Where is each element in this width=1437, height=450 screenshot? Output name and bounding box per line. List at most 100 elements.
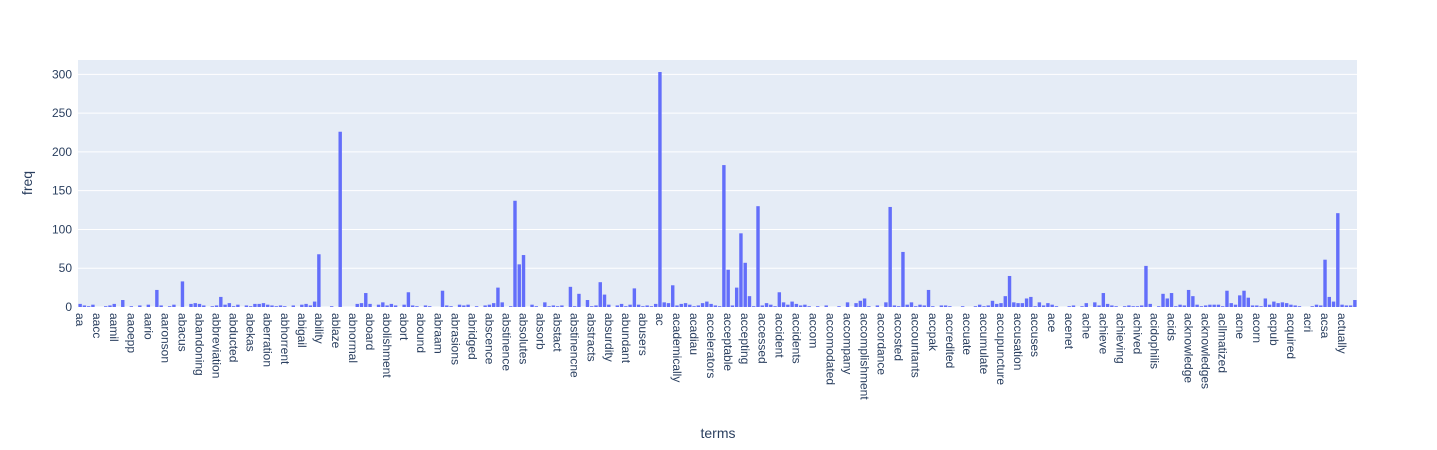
y-tick-label: 300 <box>52 67 72 81</box>
bar <box>1020 303 1025 307</box>
bar <box>210 306 215 307</box>
x-tick-label: abandoning <box>193 313 207 376</box>
bar <box>1225 290 1229 307</box>
bar <box>521 255 526 307</box>
bar <box>1029 296 1033 307</box>
bar <box>1169 293 1174 307</box>
bar <box>726 269 730 307</box>
bar <box>1216 304 1221 307</box>
bar <box>960 306 965 307</box>
bar <box>598 282 602 307</box>
x-tick-label: accpak <box>926 313 940 352</box>
bar <box>483 305 487 307</box>
x-tick-label: achived <box>1130 313 1144 354</box>
bar <box>1348 305 1353 307</box>
x-tick-label: accompany <box>841 313 855 374</box>
bar <box>914 306 918 307</box>
bar <box>892 305 897 307</box>
bar <box>1084 303 1088 307</box>
bar <box>364 293 368 307</box>
y-tick-label: 100 <box>52 222 72 236</box>
bar <box>734 287 739 307</box>
bar <box>1310 306 1314 307</box>
bar <box>1280 302 1285 307</box>
bar <box>1259 306 1263 307</box>
bar <box>909 302 914 307</box>
x-tick-label: acorn <box>1250 313 1264 343</box>
bar <box>112 303 116 307</box>
x-tick-label: acri <box>1301 313 1315 332</box>
bar <box>517 264 521 307</box>
bar <box>1353 300 1357 307</box>
bar <box>671 285 675 307</box>
bar <box>636 304 641 307</box>
bar <box>1195 304 1199 307</box>
x-tick-label: ablaze <box>329 313 343 349</box>
bar <box>943 305 948 307</box>
bar <box>607 304 611 307</box>
x-tick-label: abnormal <box>346 313 360 363</box>
bar <box>1046 303 1050 307</box>
bar <box>1191 296 1195 307</box>
bar <box>304 303 308 307</box>
bar <box>428 306 432 307</box>
x-tick-label: abstracts <box>585 313 599 362</box>
x-tick-label: abundant <box>619 313 633 364</box>
x-tick-label: aamil <box>107 313 121 342</box>
bar <box>858 300 863 307</box>
bar <box>1003 296 1007 307</box>
x-tick-label: aaoepp <box>124 313 138 353</box>
bar <box>1110 305 1114 307</box>
bar <box>1314 304 1319 307</box>
bar <box>1293 305 1297 307</box>
x-tick-label: accuate <box>960 313 974 355</box>
bar <box>1012 302 1016 307</box>
bar <box>862 298 867 307</box>
bar <box>248 306 253 307</box>
bar <box>585 300 590 307</box>
bar <box>977 304 982 307</box>
bar <box>1276 303 1280 307</box>
bar <box>1297 306 1302 307</box>
bar <box>781 302 786 307</box>
x-tick-label: ache <box>1079 313 1093 339</box>
bar <box>78 303 82 307</box>
x-tick-label: acidophilis <box>1147 313 1161 369</box>
bar <box>1255 305 1259 307</box>
bar <box>1233 304 1238 307</box>
bar <box>773 306 777 307</box>
x-tick-label: accountants <box>909 313 923 378</box>
bar <box>896 306 901 307</box>
x-tick-label: abrasions <box>448 313 462 365</box>
bar <box>645 305 649 307</box>
bar <box>389 303 394 307</box>
bar <box>410 305 415 307</box>
bar <box>1101 293 1106 307</box>
bar <box>172 304 176 307</box>
bar <box>1229 303 1233 307</box>
x-axis-title: terms <box>701 425 736 441</box>
x-tick-label: acllmatized <box>1216 313 1230 373</box>
bar <box>1165 298 1169 307</box>
x-tick-label: aacc <box>90 313 104 338</box>
bar <box>1289 304 1293 307</box>
bar <box>1246 297 1250 307</box>
bar <box>1114 306 1118 307</box>
bar <box>381 302 385 307</box>
bar <box>688 304 692 307</box>
bar <box>713 305 718 307</box>
x-tick-label: absurdity <box>602 313 616 362</box>
bar <box>1093 302 1097 307</box>
bar <box>1067 306 1071 307</box>
x-tick-label: abraam <box>431 313 445 354</box>
bar <box>747 296 752 307</box>
bar <box>798 305 803 307</box>
bar <box>709 303 713 307</box>
bar <box>922 305 926 307</box>
bar <box>1105 303 1110 307</box>
bar <box>274 306 278 307</box>
bar <box>999 303 1003 307</box>
x-tick-label: accom <box>806 313 820 348</box>
bar <box>1336 213 1340 307</box>
bar <box>786 304 790 307</box>
